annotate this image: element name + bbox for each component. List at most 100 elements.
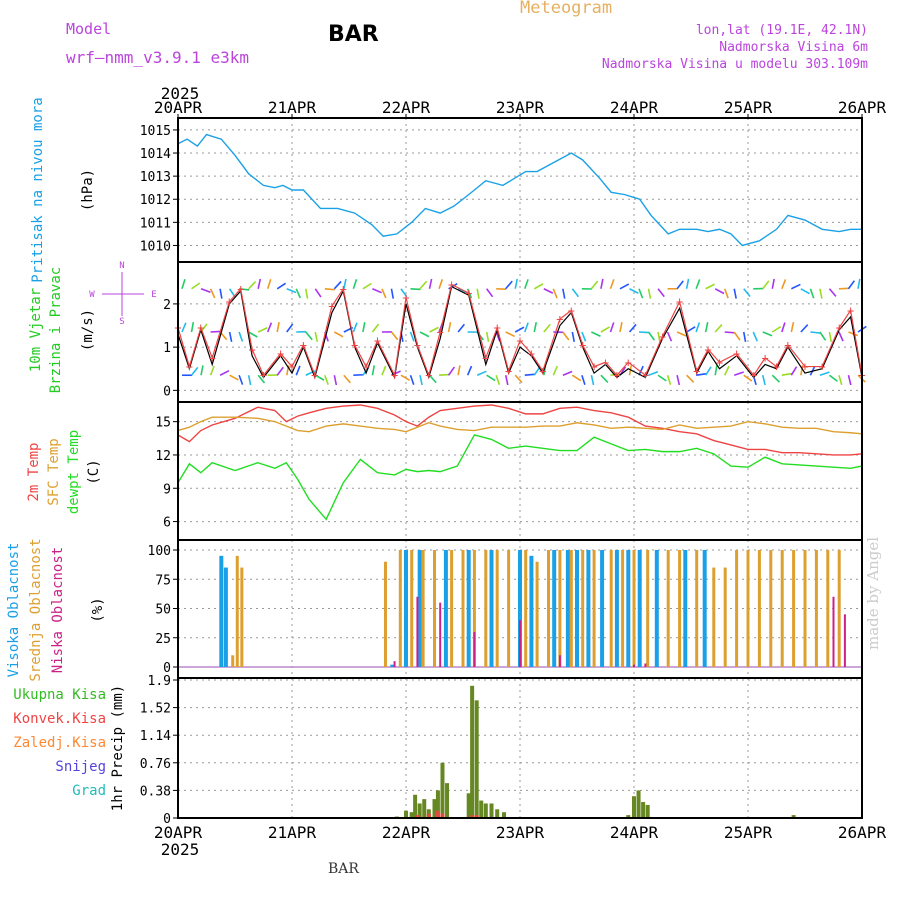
product-title: Meteogram [520,0,613,18]
cloud-low-bar [519,620,521,667]
cloud-mid-bar [646,550,650,667]
wind-direction-arrow [666,374,672,386]
wind-direction-arrow [524,322,529,333]
precip-frame [177,677,863,819]
wind-direction-arrow [333,375,338,386]
temp-ylabel-3: dewpt Temp [66,430,82,514]
wind-direction-arrow [638,331,650,334]
wind-direction-arrow [781,372,792,377]
cloud-ylabel: Visoka Oblacnost [6,543,22,678]
wind-direction-arrow [429,326,439,333]
wind-direction-arrow [409,331,415,342]
wind-direction-arrow [666,331,673,342]
wind-direction-arrow [848,331,859,337]
cloud-mid-bar [632,550,636,667]
wind-gust-marker: + [374,334,381,348]
wind-direction-arrow [257,374,266,384]
wind-direction-arrow [743,374,753,382]
model-altitude: Nadmorska Visina u modelu 303.109m [601,57,868,72]
wind-direction-arrow [819,331,827,341]
wind-direction-arrow [752,331,758,342]
wind-direction-arrow [257,278,262,289]
altitude: Nadmorska Visina 6m [719,40,868,55]
x-label-bottom: 23APR [496,823,545,842]
wind-direction-arrow [209,288,216,299]
wind-direction-arrow [657,288,665,298]
cloud-mid-bar [803,550,807,667]
wind-direction-arrow [448,282,458,290]
temp-ylabel-2: SFC Temp [46,438,62,505]
wind-direction-arrow [466,288,473,299]
wind-dir-legend-e: E [151,290,156,300]
precip-total-bar [502,812,507,818]
wind-gust-marker: + [340,282,347,296]
x-label-top: 24APR [610,98,659,117]
cloud-high-bar [404,550,408,667]
wind-direction-arrow [724,331,735,334]
wind-direction-arrow [552,365,559,376]
x-label-bottom: 24APR [610,823,659,842]
wind-direction-arrow [562,288,566,299]
wind-direction-arrow [800,324,809,333]
wind-direction-arrow [629,288,639,295]
cloud-high-bar [489,550,494,667]
wind-direction-arrow [676,331,687,337]
cloud-mid-bar [433,550,436,667]
precip-total-bar [435,790,440,818]
year-bottom: 2025 [161,840,200,859]
x-label-bottom: 25APR [724,823,773,842]
wind-gust-marker: + [494,321,501,335]
cloud-mid-bar [746,550,750,667]
wind-gust-marker: + [590,360,597,374]
cloud-high-bar [654,550,659,667]
wind-direction-arrow [352,279,358,290]
precip-total-bar [404,810,408,818]
cloud-high-bar [529,555,534,667]
clouds-ytick-label: 25 [155,632,171,647]
precip-total-bar [626,815,631,818]
wind-direction-arrow [266,279,272,290]
pressure-ytick-label: 1010 [140,239,171,254]
wind-direction-arrow [676,280,684,290]
wind-direction-arrow [286,323,294,333]
wind-direction-arrow [333,280,342,290]
wind-gust-marker: + [237,282,244,296]
cloud-mid-bar [837,550,841,667]
wind-direction-arrow [762,375,766,386]
cloud-mid-bar [592,550,596,667]
wind-direction-arrow [628,323,637,333]
precip-ytick-label: 1.14 [140,729,171,744]
wind-direction-arrow [648,370,659,376]
cloud-high-bar [626,550,631,667]
pressure-line [177,133,862,247]
cloud-low-bar [644,663,647,667]
wind-direction-arrow [828,288,837,297]
wind-gust-marker: + [693,364,700,378]
precip-total-bar [489,803,494,818]
wind-gust-marker: + [659,329,666,343]
wind-gust-marker: + [351,338,358,352]
wind-direction-arrow [304,288,309,299]
precip-total-bar [632,796,636,818]
wind-direction-arrow [610,373,621,377]
wind-direction-arrow [838,375,843,386]
wind-direction-arrow [238,374,244,385]
temperature-ytick-label: 6 [163,516,171,531]
cloud-low-bar [416,596,419,667]
wind-direction-arrow [552,288,558,299]
precip-convective-bar [435,810,440,818]
cloud-ylabel-3: Niska Oblacnost [50,547,66,673]
wind-direction-arrow [228,331,233,342]
clouds-ytick-label: 100 [148,544,171,559]
pressure-ytick-label: 1013 [140,170,171,185]
cloud-high-bar [417,550,422,667]
wind-direction-arrow [819,288,823,299]
wind-gust-marker: + [482,351,489,365]
cloud-mid-bar [558,550,562,667]
x-label-top: 25APR [724,98,773,117]
wind-direction-arrow [419,280,428,290]
wind-direction-arrow [819,371,830,376]
wind-direction-arrow [600,374,609,384]
wind-direction-arrow [476,370,487,376]
x-label-top: 21APR [268,98,317,117]
